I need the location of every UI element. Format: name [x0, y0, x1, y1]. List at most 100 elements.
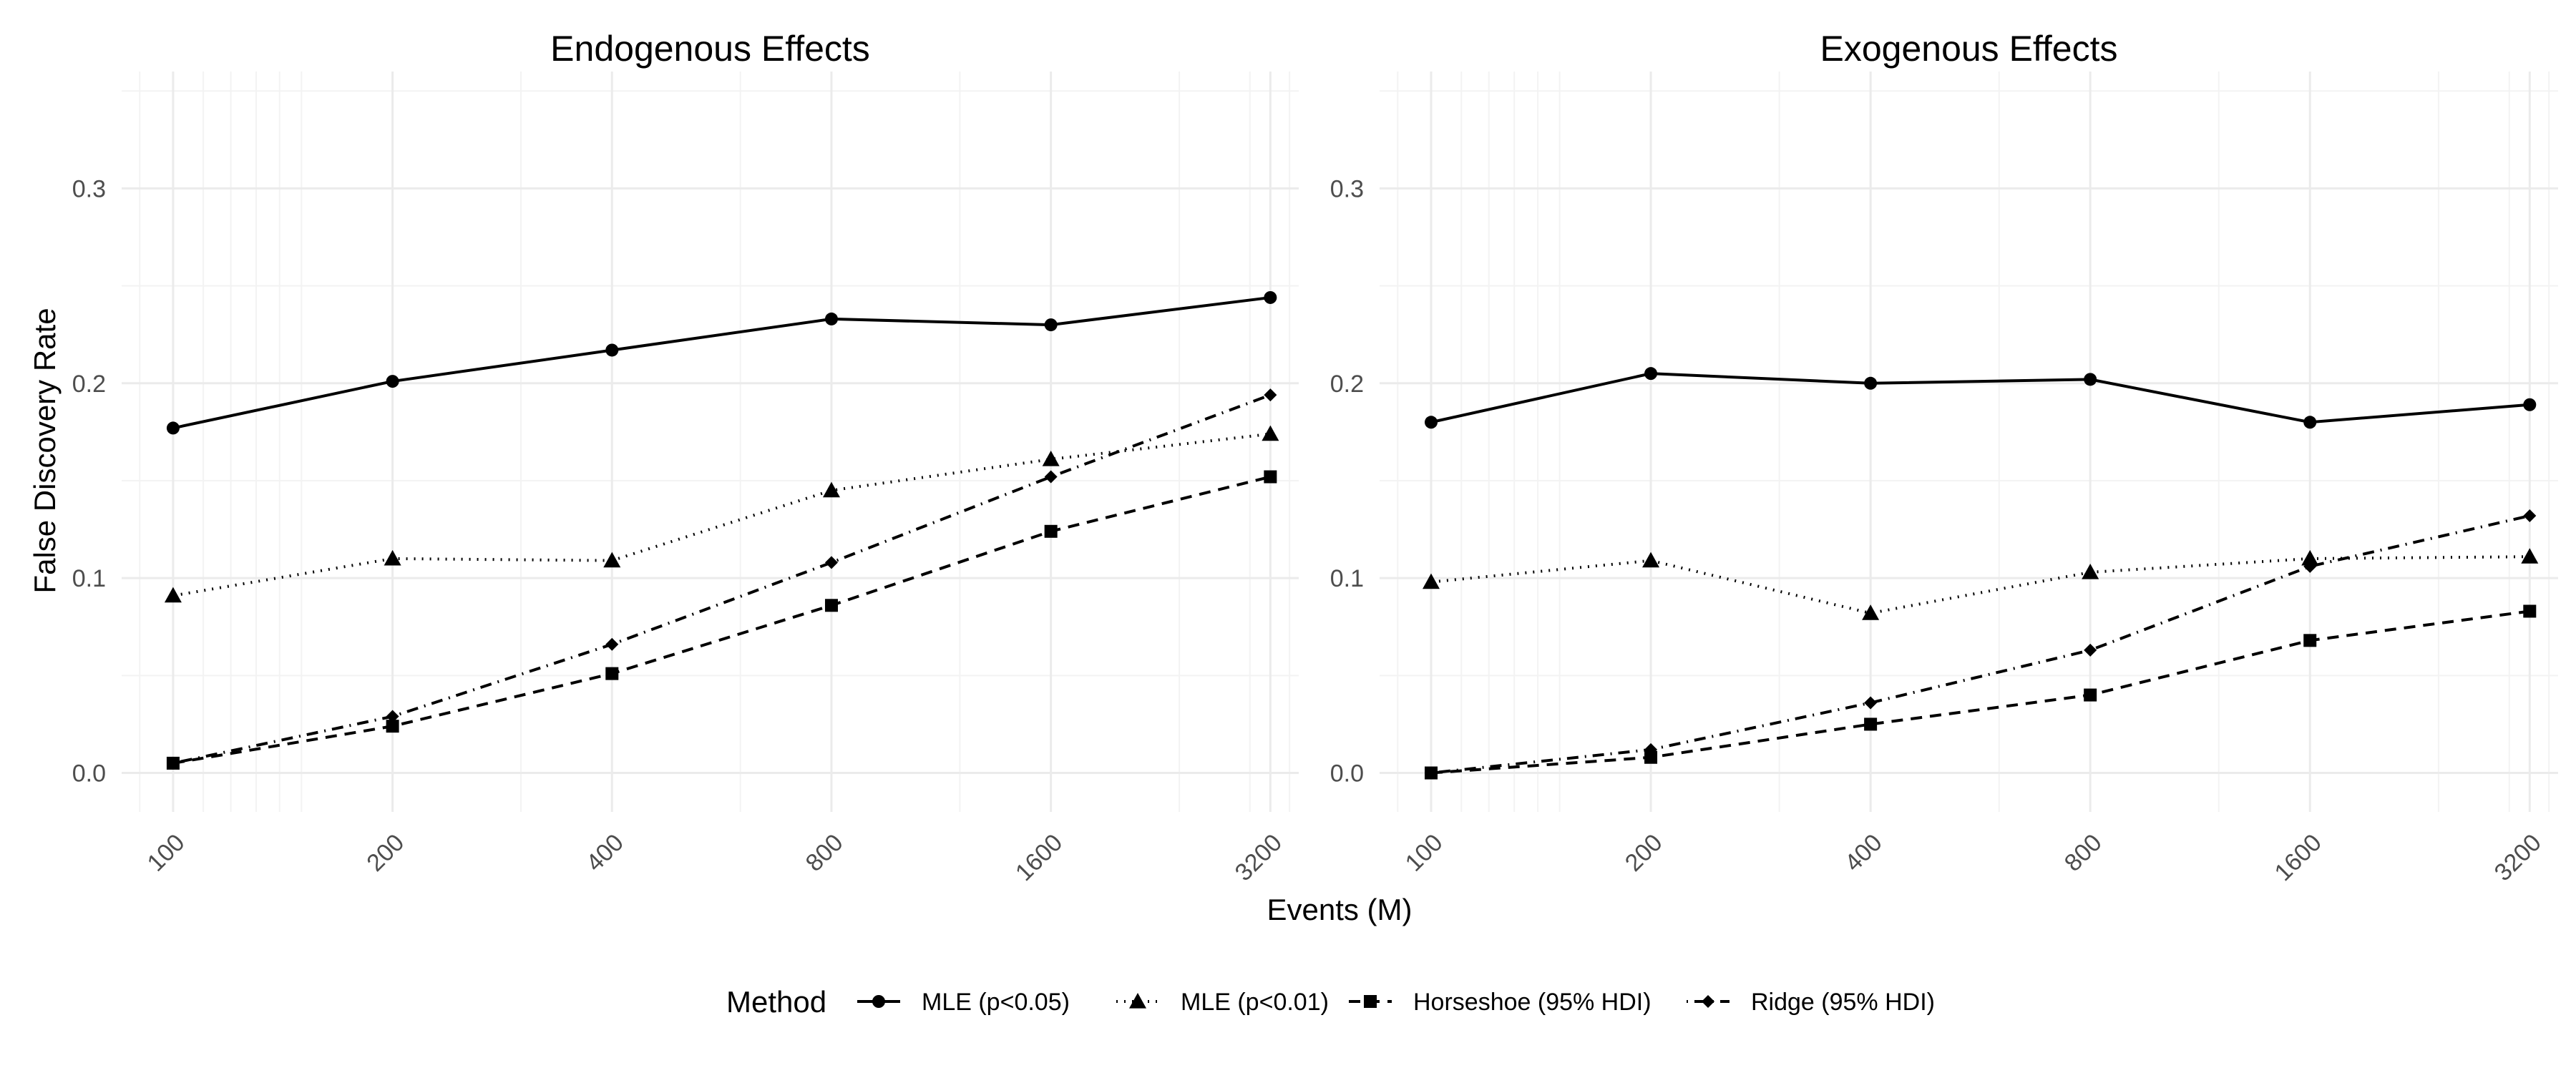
data-point — [2523, 398, 2537, 411]
x-tick-label: 800 — [801, 829, 849, 877]
data-point — [2301, 549, 2319, 566]
data-point — [1264, 290, 1277, 304]
series-line — [1430, 609, 2530, 775]
data-point — [2084, 643, 2097, 657]
y-axis-title: False Discovery Rate — [28, 308, 62, 593]
panel-2: Exogenous Effects 0.0 0.1 0.2 0.3 100 200 400 80… — [1330, 29, 2558, 886]
data-point — [824, 556, 838, 569]
y-tick-label: 0.0 — [1330, 760, 1364, 788]
y-tick-label: 0.3 — [72, 175, 106, 202]
minor-grid — [122, 72, 1299, 812]
data-point — [2303, 416, 2317, 429]
data-point — [164, 587, 182, 603]
y-tick-label: 0.2 — [72, 371, 106, 398]
series-mle-p-0-05- — [166, 290, 1277, 435]
series-ridge-95-hdi- — [166, 388, 1277, 770]
data-point — [1424, 766, 1438, 780]
x-tick-label: 1600 — [1010, 829, 1068, 886]
data-point — [1262, 425, 1279, 441]
series-line — [1430, 372, 2530, 424]
data-point — [605, 637, 619, 651]
y-tick-label: 0.1 — [1330, 565, 1364, 592]
major-grid — [1380, 72, 2558, 812]
data-point — [1422, 573, 1440, 589]
data-point — [2523, 604, 2537, 618]
data-point — [386, 710, 399, 723]
legend-key-marker — [1364, 995, 1377, 1008]
legend-key-marker — [1702, 995, 1714, 1008]
data-point — [1042, 451, 1060, 466]
x-tick-label: 1600 — [2270, 829, 2327, 886]
series-line — [172, 475, 1271, 765]
data-point — [1044, 470, 1058, 484]
legend-label: MLE (p<0.05) — [922, 989, 1070, 1016]
data-point — [1424, 416, 1438, 429]
legend-label: MLE (p<0.01) — [1181, 989, 1329, 1016]
series-line — [172, 393, 1272, 765]
x-tick-label: 400 — [581, 829, 629, 877]
legend-title: Method — [726, 985, 826, 1019]
x-tick-label: 3200 — [2489, 829, 2547, 886]
panel-title: Exogenous Effects — [1820, 29, 2117, 69]
legend-item: Ridge (95% HDI) — [1687, 989, 1935, 1016]
data-point — [2523, 509, 2537, 522]
legend-key-marker — [872, 995, 885, 1008]
data-point — [2084, 373, 2097, 386]
panel-1: Endogenous Effects 0.0 0.1 0.2 0.3 100 200 400 8… — [72, 29, 1299, 886]
x-tick-label: 3200 — [1230, 829, 1287, 886]
data-point — [1044, 524, 1058, 538]
series-line — [172, 432, 1271, 597]
data-point — [1862, 604, 1880, 620]
data-point — [2303, 634, 2317, 647]
x-tick-label: 200 — [361, 829, 409, 877]
series-line — [1430, 514, 2530, 775]
legend-key-marker — [1129, 993, 1146, 1009]
data-point — [824, 312, 838, 325]
x-tick-label: 800 — [2059, 829, 2107, 877]
y-tick-label: 0.3 — [1330, 175, 1364, 202]
legend-label: Ridge (95% HDI) — [1751, 989, 1935, 1016]
x-tick-label: 400 — [1840, 829, 1888, 877]
y-tick-label: 0.1 — [72, 565, 106, 592]
data-point — [386, 375, 399, 388]
legend-item: Horseshoe (95% HDI) — [1349, 989, 1652, 1016]
x-tick-label: 100 — [1400, 829, 1448, 877]
minor-grid — [1380, 72, 2558, 812]
panels-layer: Endogenous Effects 0.0 0.1 0.2 0.3 100 200 400 8… — [72, 29, 2558, 886]
data-point — [2303, 559, 2317, 573]
data-point — [605, 343, 619, 357]
legend: Method MLE (p<0.05) MLE (p<0.01) Horseshoe… — [726, 985, 1935, 1019]
panel-title: Endogenous Effects — [550, 29, 870, 69]
data-point — [1864, 376, 1878, 390]
legend-label: Horseshoe (95% HDI) — [1413, 989, 1652, 1016]
legend-item: MLE (p<0.01) — [1116, 989, 1329, 1016]
data-point — [1264, 470, 1277, 484]
data-point — [1644, 367, 1658, 381]
data-point — [166, 421, 180, 435]
x-axis-title: Events (M) — [1267, 893, 1412, 926]
legend-item: MLE (p<0.05) — [857, 989, 1070, 1016]
data-point — [2084, 688, 2097, 702]
data-point — [1044, 318, 1058, 332]
data-point — [1642, 552, 1660, 568]
x-tick-label: 100 — [142, 829, 190, 877]
series-mle-p-0-01- — [1422, 548, 2539, 620]
series-horseshoe-95-hdi- — [166, 470, 1277, 770]
data-point — [166, 756, 180, 770]
y-tick-label: 0.0 — [72, 760, 106, 788]
data-point — [824, 599, 838, 612]
data-point — [386, 720, 399, 733]
y-tick-label: 0.2 — [1330, 371, 1364, 398]
data-point — [603, 552, 621, 568]
series-line — [1430, 555, 2530, 615]
data-point — [384, 549, 401, 566]
series-ridge-95-hdi- — [1424, 509, 2537, 780]
data-point — [2082, 563, 2099, 579]
data-point — [605, 667, 619, 680]
series-mle-p-0-01- — [164, 425, 1279, 603]
series-line — [172, 295, 1271, 430]
series-mle-p-0-05- — [1424, 367, 2537, 429]
series-horseshoe-95-hdi- — [1424, 604, 2537, 780]
data-point — [1864, 717, 1878, 731]
